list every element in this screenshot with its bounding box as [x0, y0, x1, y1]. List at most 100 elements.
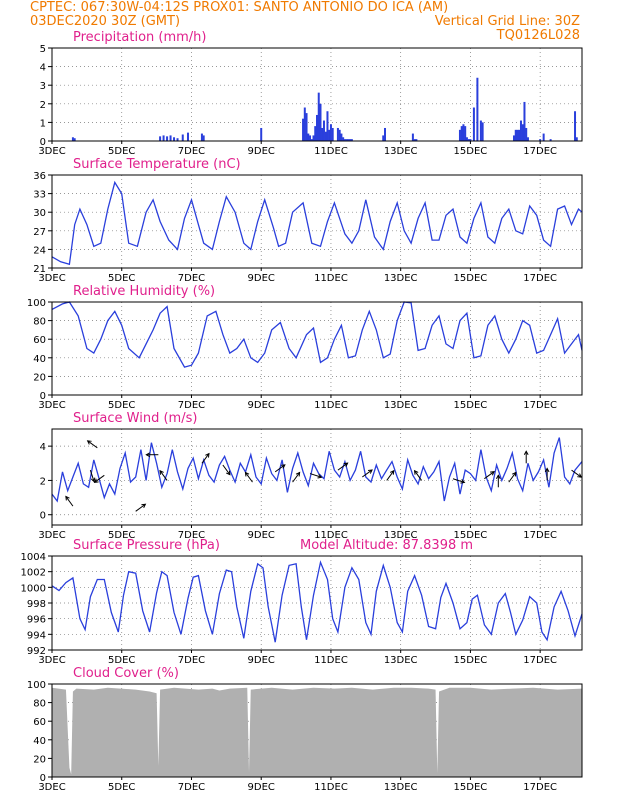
wind-arrow-head	[244, 471, 250, 477]
precip-panel: 0 1 2 3 4 5 3DEC 5DEC 7DEC 9DEC 11DEC 13DEC 15DEC 17D…	[38, 30, 583, 157]
precip-bar	[349, 139, 352, 141]
wind-arrow	[89, 469, 95, 482]
cloud-xtick-label: 11DEC	[314, 782, 348, 793]
precip-bar	[411, 133, 414, 141]
pres-ytick-label: 994	[27, 630, 46, 641]
wind-arrow	[508, 472, 517, 483]
temp-xtick-label: 13DEC	[384, 273, 418, 284]
precip-bar	[574, 111, 577, 141]
wind-line	[51, 437, 583, 503]
precip-bar	[326, 111, 329, 141]
precip-ytick-label: 5	[40, 44, 46, 55]
wind-arrow	[386, 470, 395, 481]
precip-xtick-label: 9DEC	[248, 146, 275, 157]
pres-annotation: Model Altitude: 87.8398 m	[300, 538, 473, 553]
precip-title: Precipitation (mm/h)	[73, 30, 206, 45]
precip-bar	[549, 139, 552, 141]
temp-xtick-label: 17DEC	[523, 273, 557, 284]
pres-xtick-label: 9DEC	[248, 655, 275, 666]
temp-xtick-label: 15DEC	[454, 273, 488, 284]
precip-bar	[460, 126, 463, 141]
wind-arrow-head	[295, 471, 301, 477]
rh-xtick-label: 13DEC	[384, 400, 418, 411]
wind-arrow	[274, 464, 286, 473]
wind-arrow	[201, 453, 210, 464]
temp-xtick-label: 5DEC	[108, 273, 135, 284]
precip-frame	[51, 47, 583, 142]
precip-bar	[458, 129, 461, 141]
precip-bar	[317, 92, 320, 141]
precip-bar	[513, 135, 516, 141]
rh-xtick-label: 5DEC	[108, 400, 135, 411]
precip-bar	[328, 129, 331, 141]
precip-bar	[345, 139, 348, 141]
precip-xtick-label: 11DEC	[314, 146, 348, 157]
pres-title: Surface Pressure (hPa)	[73, 538, 220, 553]
precip-bar	[159, 136, 162, 141]
wind-arrow	[159, 470, 168, 481]
header-station: CPTEC: 067:30W-04:12S PROX01: SANTO ANTO…	[30, 0, 449, 15]
pres-ytick-label: 1002	[21, 568, 46, 579]
wind-arrow-head	[280, 464, 286, 469]
wind-arrow-head	[544, 467, 550, 473]
precip-bar	[173, 137, 176, 141]
precip-xtick-label: 15DEC	[454, 146, 488, 157]
wind-arrow-head	[460, 479, 466, 484]
wind-arrow-head	[523, 450, 529, 456]
precip-bar	[469, 139, 472, 141]
temp-frame	[51, 174, 583, 269]
wind-ytick-label: 4	[40, 442, 46, 453]
rh-ytick-label: 20	[33, 372, 46, 383]
pres-xtick-label: 17DEC	[523, 655, 557, 666]
wind-xtick-label: 9DEC	[248, 530, 275, 541]
wind-arrow-head	[145, 452, 151, 458]
precip-bar	[319, 103, 322, 141]
precip-bar	[516, 129, 519, 141]
wind-arrows	[65, 440, 583, 512]
precip-bar	[202, 135, 205, 141]
temp-line	[51, 180, 583, 266]
cloud-ytick-label: 80	[33, 699, 46, 710]
precip-bar	[383, 127, 386, 141]
rh-xtick-label: 11DEC	[314, 400, 348, 411]
wind-arrow-head	[495, 474, 501, 480]
precip-bar	[526, 137, 529, 141]
precip-bar	[186, 132, 189, 141]
rh-xtick-label: 3DEC	[38, 400, 65, 411]
temp-xtick-label: 9DEC	[248, 273, 275, 284]
precip-bar	[322, 120, 325, 141]
wind-arrow-head	[205, 452, 210, 458]
temp-ytick-label: 24	[33, 245, 46, 256]
rh-ytick-label: 80	[33, 317, 46, 328]
precip-bar	[518, 129, 521, 141]
wind-frame	[51, 428, 583, 526]
wind-arrow	[362, 469, 373, 478]
precip-bar	[329, 124, 332, 141]
wind-arrow	[414, 470, 423, 481]
precip-bar	[343, 139, 346, 141]
wind-arrow	[452, 478, 465, 483]
wind-arrow-head	[226, 470, 231, 476]
cloud-xtick-label: 13DEC	[384, 782, 418, 793]
cloud-title: Cloud Cover (%)	[73, 666, 179, 681]
pres-ytick-label: 996	[27, 615, 46, 626]
precip-bar	[476, 77, 479, 141]
precip-xtick-label: 3DEC	[38, 146, 65, 157]
precip-bar	[465, 137, 468, 141]
wind-arrow	[65, 496, 74, 507]
rh-xtick-label: 9DEC	[248, 400, 275, 411]
precip-bar	[302, 118, 305, 141]
precip-bar	[519, 120, 522, 141]
precip-bar	[73, 138, 76, 141]
temp-ytick-label: 36	[33, 171, 46, 182]
wind-arrow-head	[413, 469, 419, 475]
wind-arrow	[309, 473, 322, 478]
precip-bar	[342, 137, 345, 141]
wind-arrow	[87, 440, 98, 449]
precip-bar	[324, 131, 327, 141]
precip-bar	[575, 137, 578, 141]
precip-ytick-label: 0	[40, 137, 46, 148]
precip-bar	[169, 135, 172, 141]
precip-bar	[71, 137, 74, 141]
